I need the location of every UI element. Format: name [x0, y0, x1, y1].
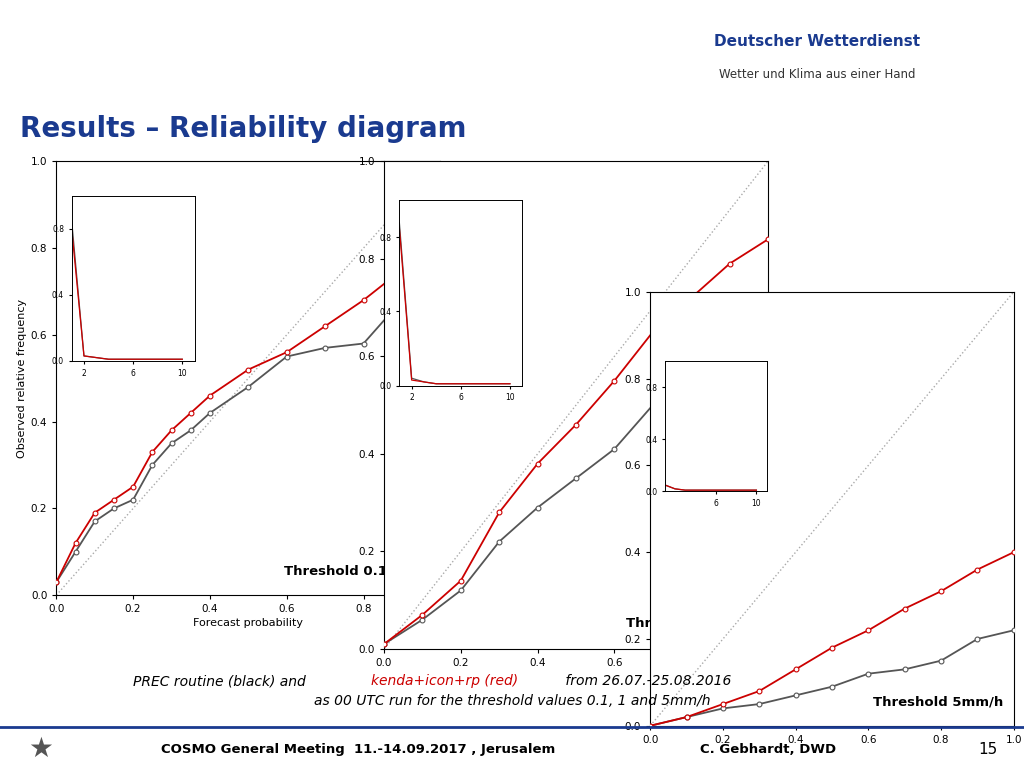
Text: Threshold 5mm/h: Threshold 5mm/h	[872, 695, 1002, 708]
Text: DWD: DWD	[977, 48, 1005, 59]
Text: COSMO General Meeting  11.-14.09.2017 , Jerusalem: COSMO General Meeting 11.-14.09.2017 , J…	[161, 743, 556, 756]
Text: ★: ★	[29, 735, 53, 763]
Text: C. Gebhardt, DWD: C. Gebhardt, DWD	[700, 743, 836, 756]
Text: as 00 UTC run for the threshold values 0.1, 1 and 5mm/h: as 00 UTC run for the threshold values 0…	[313, 694, 711, 708]
Y-axis label: Observed relative frequency: Observed relative frequency	[16, 299, 27, 458]
Text: kenda+icon+rp (red): kenda+icon+rp (red)	[371, 674, 518, 688]
Text: Deutscher Wetterdienst: Deutscher Wetterdienst	[714, 34, 921, 48]
X-axis label: Forecast probability: Forecast probability	[194, 618, 303, 628]
Text: Threshold 1mm/h: Threshold 1mm/h	[627, 617, 757, 630]
Text: Results – Reliability diagram: Results – Reliability diagram	[20, 114, 467, 143]
Text: PREC routine (black) and: PREC routine (black) and	[133, 674, 310, 688]
Text: 15: 15	[979, 742, 997, 756]
Text: from 26.07.-25.08.2016: from 26.07.-25.08.2016	[561, 674, 731, 688]
Text: Threshold 0.1mm/h: Threshold 0.1mm/h	[285, 564, 429, 578]
Text: Wetter und Klima aus einer Hand: Wetter und Klima aus einer Hand	[719, 68, 915, 81]
